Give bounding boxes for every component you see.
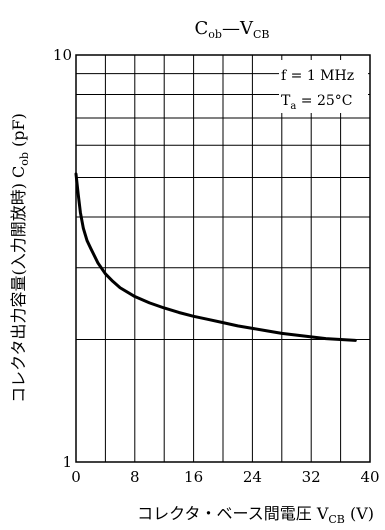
y-tick-label: 10 xyxy=(53,46,72,64)
chart-title: Cob—VCB xyxy=(195,18,270,41)
x-tick-label: 8 xyxy=(130,468,140,486)
y-tick-label: 1 xyxy=(62,453,72,471)
x-axis-label: コレクタ・ベース間電圧 VCB (V) xyxy=(137,504,374,526)
x-tick-label: 32 xyxy=(302,468,321,486)
grid-lines xyxy=(76,55,370,462)
y-axis-label: コレクタ出力容量(入力開放時) Cob (pF) xyxy=(9,113,31,403)
cob-curve xyxy=(76,174,355,340)
x-tick-label: 24 xyxy=(243,468,262,486)
x-tick-label: 0 xyxy=(71,468,81,486)
condition-frequency: f = 1 MHz xyxy=(281,68,354,84)
x-tick-label: 40 xyxy=(360,468,379,486)
x-tick-label: 16 xyxy=(184,468,203,486)
